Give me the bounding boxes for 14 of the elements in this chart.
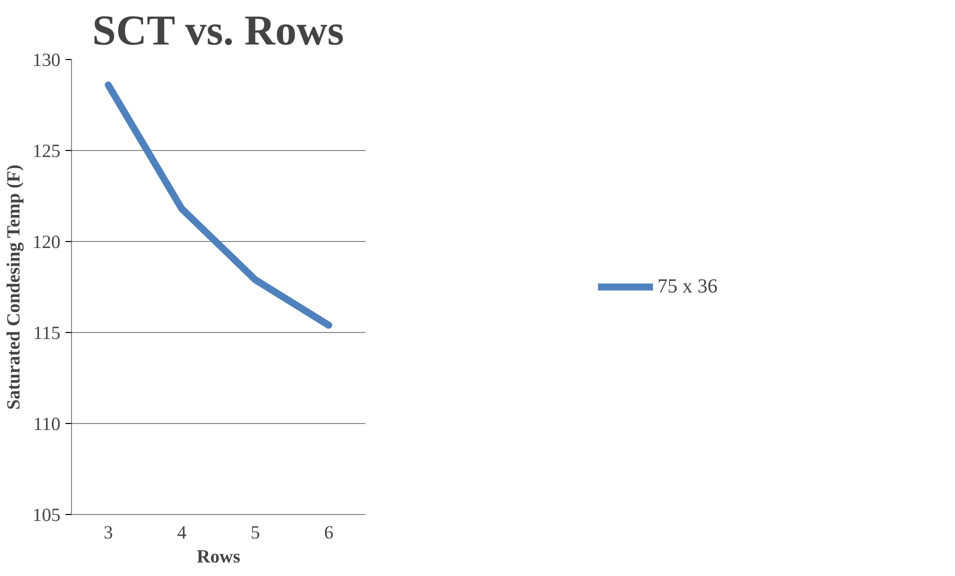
x-tick-label: 6 bbox=[324, 522, 334, 544]
y-tick-label: 115 bbox=[33, 323, 61, 344]
y-tick-label: 120 bbox=[32, 232, 60, 253]
y-axis-title: Saturated Condesing Temp (F) bbox=[4, 164, 25, 410]
x-tick-label: 5 bbox=[250, 522, 260, 544]
y-tick-label: 105 bbox=[32, 505, 60, 526]
y-tick-label: 125 bbox=[32, 141, 60, 162]
y-tick-label: 110 bbox=[33, 414, 61, 435]
x-tick-label: 4 bbox=[177, 522, 188, 544]
x-tick-label: 3 bbox=[104, 522, 113, 544]
legend-label: 75 x 36 bbox=[658, 275, 718, 298]
y-tick-label: 130 bbox=[32, 50, 60, 71]
chart-title: SCT vs. Rows bbox=[92, 8, 344, 54]
x-axis-title: Rows bbox=[196, 546, 240, 568]
